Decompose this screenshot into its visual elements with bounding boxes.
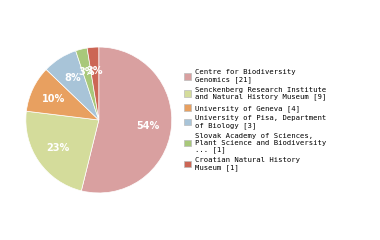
Wedge shape — [26, 111, 99, 191]
Text: 8%: 8% — [64, 73, 81, 83]
Text: 23%: 23% — [46, 143, 70, 153]
Text: 10%: 10% — [42, 94, 66, 104]
Wedge shape — [87, 47, 99, 120]
Wedge shape — [46, 51, 99, 120]
Text: 3%: 3% — [87, 66, 103, 76]
Wedge shape — [76, 48, 99, 120]
Legend: Centre for Biodiversity
Genomics [21], Senckenberg Research Institute
and Natura: Centre for Biodiversity Genomics [21], S… — [184, 69, 326, 171]
Wedge shape — [81, 47, 172, 193]
Wedge shape — [26, 69, 99, 120]
Text: 3%: 3% — [79, 67, 95, 77]
Text: 54%: 54% — [136, 121, 160, 131]
